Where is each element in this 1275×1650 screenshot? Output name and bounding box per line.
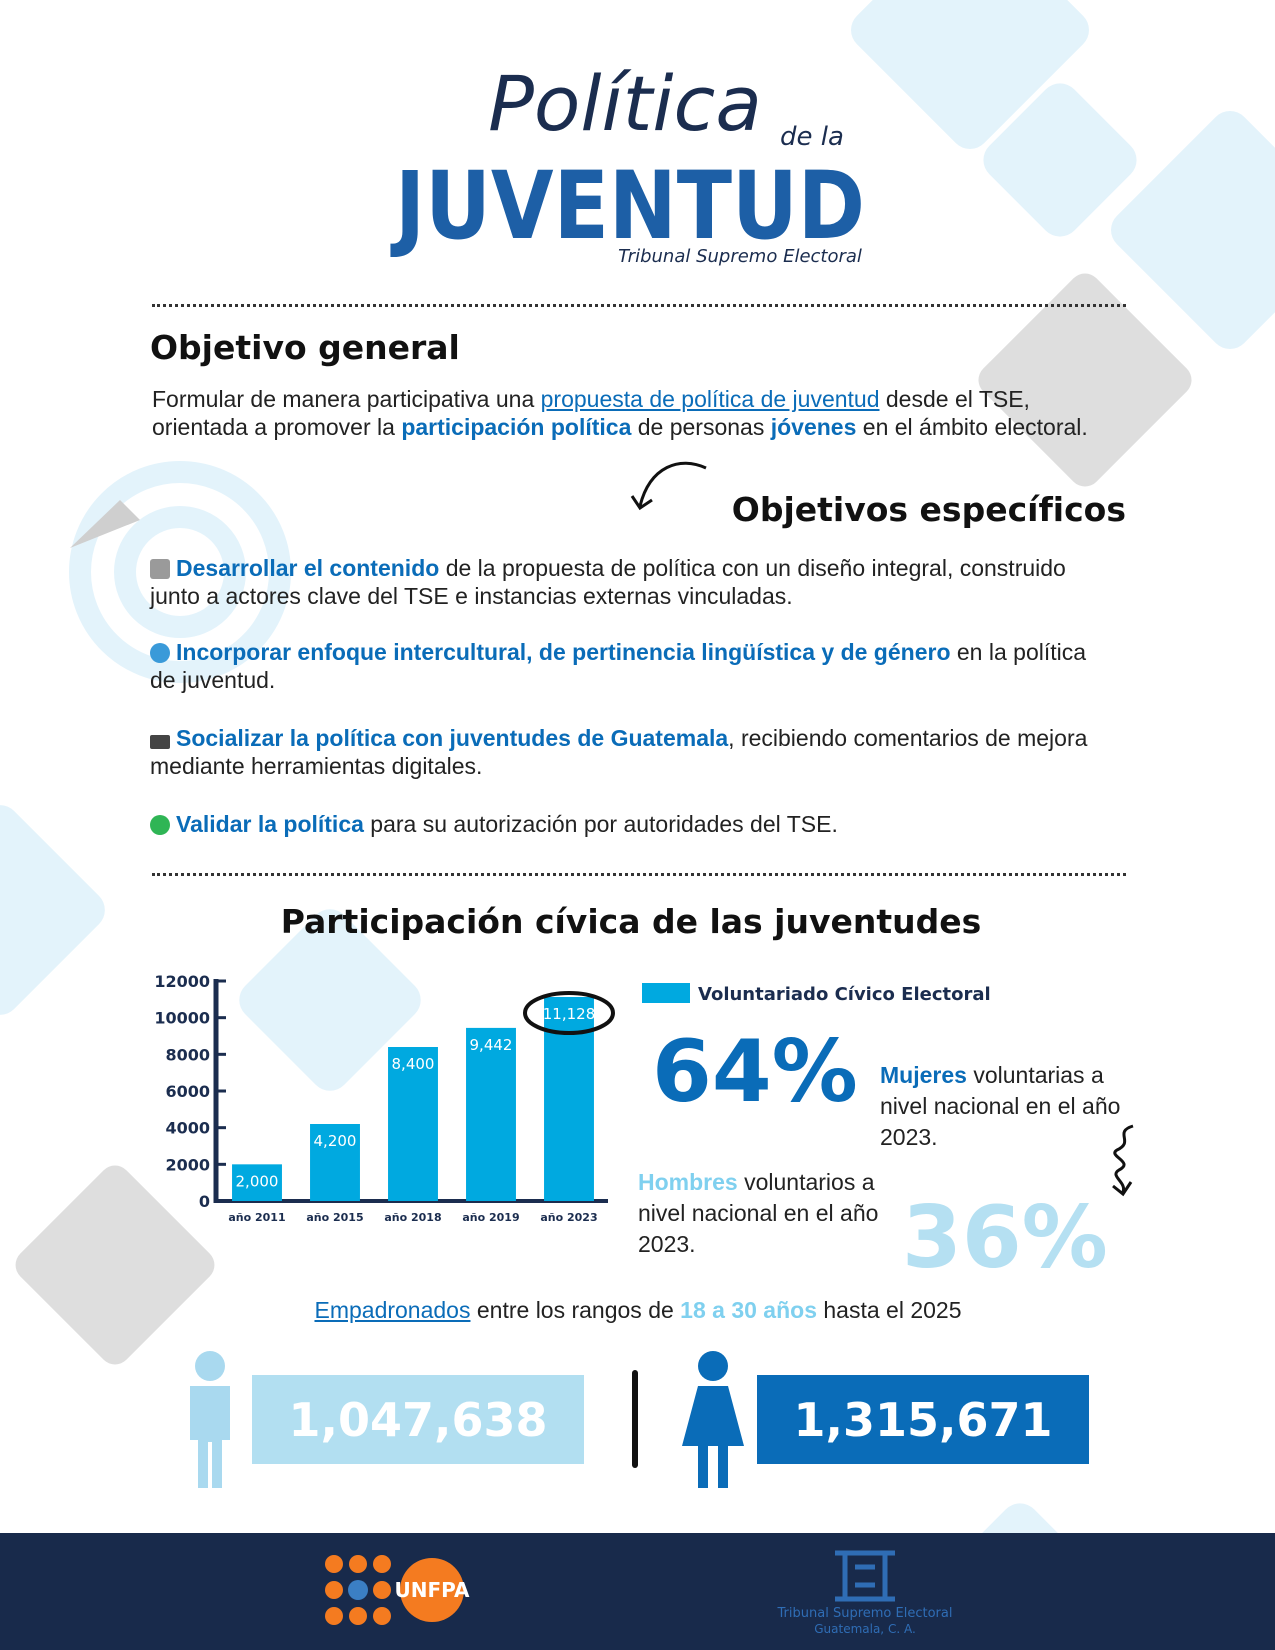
- text-segment: Incorporar enfoque intercultural, de per…: [176, 639, 951, 665]
- target: [69, 461, 291, 683]
- women-label: Mujeres: [880, 1062, 967, 1088]
- tse-logo: Tribunal Supremo Electoral Guatemala, C.…: [777, 1550, 953, 1636]
- x-tick-label: año 2018: [384, 1211, 441, 1224]
- text-segment: 18 a 30 años: [680, 1297, 817, 1323]
- y-tick-label: 8000: [165, 1045, 210, 1064]
- objective-item: Socializar la política con juventudes de…: [150, 724, 1110, 780]
- section-title: Participación cívica de las juventudes: [280, 902, 982, 941]
- item-text: Desarrollar el contenido de la propuesta…: [150, 555, 1066, 609]
- value-label: 2,000: [236, 1172, 279, 1190]
- separator: [632, 1370, 638, 1468]
- text-segment: Validar la política: [176, 811, 364, 837]
- y-tick-label: 2000: [165, 1155, 210, 1174]
- tse-place: Guatemala, C. A.: [814, 1622, 916, 1636]
- objective-item: Incorporar enfoque intercultural, de per…: [150, 638, 1110, 694]
- women-percent: 64%: [652, 1022, 858, 1122]
- men-percent: 36%: [902, 1188, 1108, 1288]
- squiggle: [1112, 1124, 1134, 1197]
- decor-gray: [15, 1165, 215, 1365]
- woman-icon: [682, 1351, 744, 1488]
- value-label: 9,442: [470, 1036, 513, 1054]
- arrow: [630, 461, 707, 511]
- heading: Objetivos específicos: [731, 490, 1126, 529]
- unfpa-name: UNFPA: [395, 1578, 470, 1602]
- objective-item: Desarrollar el contenido de la propuesta…: [150, 554, 1110, 610]
- decor-gray: [978, 273, 1192, 487]
- text-segment: de la propuesta de política con un diseñ…: [150, 555, 1066, 609]
- y-tick-label: 10000: [154, 1009, 210, 1028]
- value-label: 4,200: [314, 1132, 357, 1150]
- text-segment: jóvenes: [770, 414, 857, 440]
- y-tick-label: 12000: [154, 972, 210, 991]
- x-tick-label: año 2019: [462, 1211, 519, 1224]
- text-segment: Formular de manera participativa una: [152, 386, 541, 412]
- x-tick-label: año 2023: [540, 1211, 597, 1224]
- value-label: 11,128: [543, 1005, 596, 1023]
- text-segment: desde el TSE, orientada a promover la: [152, 386, 1030, 440]
- tse-name: Tribunal Supremo Electoral: [777, 1606, 953, 1621]
- item-text: Socializar la política con juventudes de…: [150, 725, 1087, 779]
- divider: [152, 873, 1126, 876]
- bar: [310, 1124, 360, 1201]
- text-segment: Desarrollar el contenido: [176, 555, 440, 581]
- bar: [388, 1047, 438, 1201]
- value-label: 8,400: [392, 1055, 435, 1073]
- bar: [544, 996, 594, 1201]
- men-count: 1,047,638: [252, 1375, 584, 1464]
- text-segment: propuesta de política de juventud: [540, 386, 880, 412]
- footer-band: [0, 1533, 1275, 1650]
- heading: Objetivo general: [150, 328, 460, 367]
- logo-main: JUVENTUD: [390, 152, 865, 261]
- x-tick-label: año 2015: [306, 1211, 363, 1224]
- y-tick-label: 4000: [165, 1119, 210, 1138]
- bar: [466, 1027, 516, 1201]
- registered-line: Empadronados entre los rangos de 18 a 30…: [0, 1296, 1275, 1324]
- man-icon: [190, 1351, 230, 1488]
- text-segment: de personas: [631, 414, 771, 440]
- women-count: 1,315,671: [757, 1375, 1089, 1464]
- item-text: Validar la política para su autorización…: [176, 811, 838, 837]
- text-segment: en el ámbito electoral.: [856, 414, 1088, 440]
- text-segment: en la política de juventud.: [150, 639, 1087, 693]
- women-text: Mujeres voluntarias a nivel nacional en …: [880, 1060, 1135, 1153]
- text-segment: Empadronados: [314, 1297, 471, 1323]
- text-segment: hasta el 2025: [816, 1297, 962, 1323]
- objective-item: Validar la política para su autorización…: [150, 810, 1110, 838]
- dart: [70, 500, 140, 548]
- bar: [232, 1164, 282, 1201]
- text-segment: , recibiendo comentarios de mejora media…: [150, 725, 1088, 779]
- logo: Política de la JUVENTUD Tribunal Supremo…: [390, 59, 865, 267]
- x-tick-label: año 2011: [228, 1211, 285, 1224]
- y-tick-label: 6000: [165, 1082, 210, 1101]
- divider: [152, 304, 1126, 307]
- highlight-circle: [523, 990, 615, 1035]
- y-tick-label: 0: [199, 1192, 210, 1211]
- men-label: Hombres: [638, 1169, 738, 1195]
- logo-script: Política: [488, 59, 762, 148]
- logo-connector: de la: [780, 122, 844, 152]
- legend-swatch: [642, 983, 690, 1003]
- item-text: Incorporar enfoque intercultural, de per…: [150, 639, 1086, 693]
- text-segment: Socializar la política con juventudes de…: [176, 725, 729, 751]
- men-text: Hombres voluntarios a nivel nacional en …: [638, 1167, 908, 1260]
- text-segment: para su autorización por autoridades del…: [363, 811, 838, 837]
- paragraph: Formular de manera participativa una pro…: [152, 385, 1127, 441]
- men-desc: voluntarios a nivel nacional en el año 2…: [638, 1169, 879, 1257]
- logo-signature: Tribunal Supremo Electoral: [618, 246, 862, 267]
- text-segment: entre los rangos de: [470, 1297, 681, 1323]
- unfpa-logo: UNFPA: [325, 1555, 470, 1625]
- text-segment: participación política: [401, 414, 632, 440]
- legend-label: Voluntariado Cívico Electoral: [698, 984, 991, 1005]
- women-desc: voluntarias a nivel nacional en el año 2…: [880, 1062, 1121, 1150]
